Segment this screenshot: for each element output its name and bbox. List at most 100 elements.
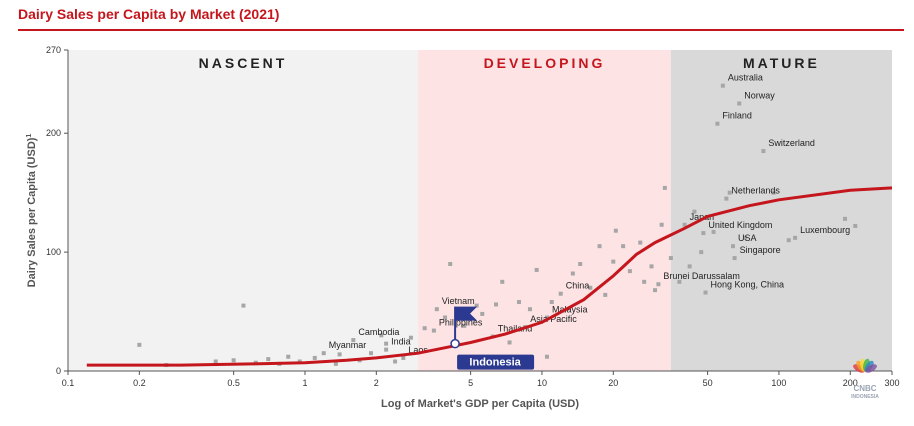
market-point	[558, 291, 563, 296]
title-divider	[18, 29, 904, 31]
x-tick-label: 10	[537, 378, 547, 388]
x-tick-label: 0.1	[62, 378, 75, 388]
market-label: USA	[738, 233, 757, 243]
market-point	[516, 300, 521, 305]
market-point	[443, 315, 448, 320]
market-point	[649, 264, 654, 269]
x-tick-label: 20	[608, 378, 618, 388]
y-tick-label: 270	[46, 45, 61, 55]
market-point	[727, 190, 732, 195]
market-point	[682, 222, 687, 227]
market-point	[333, 361, 338, 366]
market-point	[527, 307, 532, 312]
x-tick-label: 50	[703, 378, 713, 388]
market-point	[393, 359, 398, 364]
market-point	[687, 264, 692, 269]
market-point	[701, 231, 706, 236]
market-point	[549, 300, 554, 305]
market-point	[401, 355, 406, 360]
market-point	[853, 223, 858, 228]
market-point	[384, 341, 389, 346]
x-tick-label: 1	[302, 378, 307, 388]
market-point	[241, 303, 246, 308]
market-label: India	[391, 337, 411, 347]
market-point	[743, 235, 748, 240]
market-point	[732, 256, 737, 261]
market-point	[431, 328, 436, 333]
market-point	[659, 222, 664, 227]
market-label: Finland	[722, 111, 752, 121]
market-point	[737, 101, 742, 106]
y-tick-label: 0	[56, 366, 61, 376]
market-label: Australia	[728, 73, 763, 83]
market-label: Hong Kong, China	[711, 280, 785, 290]
market-point	[213, 359, 218, 364]
market-label: Thailand	[498, 324, 533, 334]
market-point	[137, 342, 142, 347]
x-tick-label: 5	[468, 378, 473, 388]
market-point	[842, 216, 847, 221]
market-label: Brunei Darussalam	[663, 271, 740, 281]
market-point	[422, 326, 427, 331]
market-label: Switzerland	[768, 138, 815, 148]
market-point	[613, 228, 618, 233]
indonesia-point	[450, 338, 460, 349]
x-tick-label: 200	[843, 378, 858, 388]
market-label: Myanmar	[329, 340, 367, 350]
market-point	[544, 354, 549, 359]
watermark-subtext: INDONESIA	[851, 394, 879, 400]
market-label: United Kingdom	[708, 220, 772, 230]
market-point	[570, 271, 575, 276]
market-point	[668, 256, 673, 261]
market-point	[286, 354, 291, 359]
x-tick-label: 300	[884, 378, 899, 388]
market-point	[312, 355, 317, 360]
zone-label-developing: DEVELOPING	[484, 55, 606, 71]
trend-curve	[86, 186, 893, 367]
x-tick-label: 100	[771, 378, 786, 388]
market-point	[627, 269, 632, 274]
market-point	[761, 149, 766, 154]
market-point	[677, 279, 682, 284]
market-point	[231, 358, 236, 363]
market-point	[408, 335, 413, 340]
market-label: Malaysia	[552, 305, 588, 315]
market-point	[597, 244, 602, 249]
market-point	[321, 351, 326, 356]
market-point	[494, 302, 499, 307]
market-point	[434, 307, 439, 312]
market-point	[611, 259, 616, 264]
market-label: Philippines	[439, 318, 483, 328]
y-axis-label-superscript: 1	[26, 134, 33, 138]
market-point	[786, 238, 791, 243]
market-point	[715, 121, 720, 126]
y-tick-label: 100	[46, 247, 61, 257]
market-point	[638, 240, 643, 245]
market-point	[448, 262, 453, 266]
market-point	[699, 250, 704, 255]
market-point	[544, 315, 549, 320]
market-point	[711, 229, 716, 234]
market-point	[724, 196, 729, 201]
market-label: Japan	[690, 212, 715, 222]
chart-title: Dairy Sales per Capita by Market (2021)	[18, 6, 280, 22]
market-point	[771, 190, 776, 195]
market-point	[656, 282, 661, 287]
market-point	[266, 357, 271, 362]
x-tick-label: 2	[374, 378, 379, 388]
market-point	[379, 333, 384, 338]
market-label: Norway	[744, 91, 775, 101]
market-label: Singapore	[740, 245, 781, 255]
zone-label-mature: MATURE	[743, 55, 820, 71]
market-point	[703, 290, 708, 295]
market-point	[603, 292, 608, 297]
market-point	[337, 352, 342, 357]
market-point	[731, 244, 736, 249]
market-label: China	[566, 281, 590, 291]
x-tick-label: 0.2	[133, 378, 146, 388]
market-point	[474, 303, 479, 308]
x-axis-label: Log of Market's GDP per Capita (USD)	[381, 398, 579, 410]
market-point	[351, 338, 356, 343]
market-point	[662, 185, 667, 190]
